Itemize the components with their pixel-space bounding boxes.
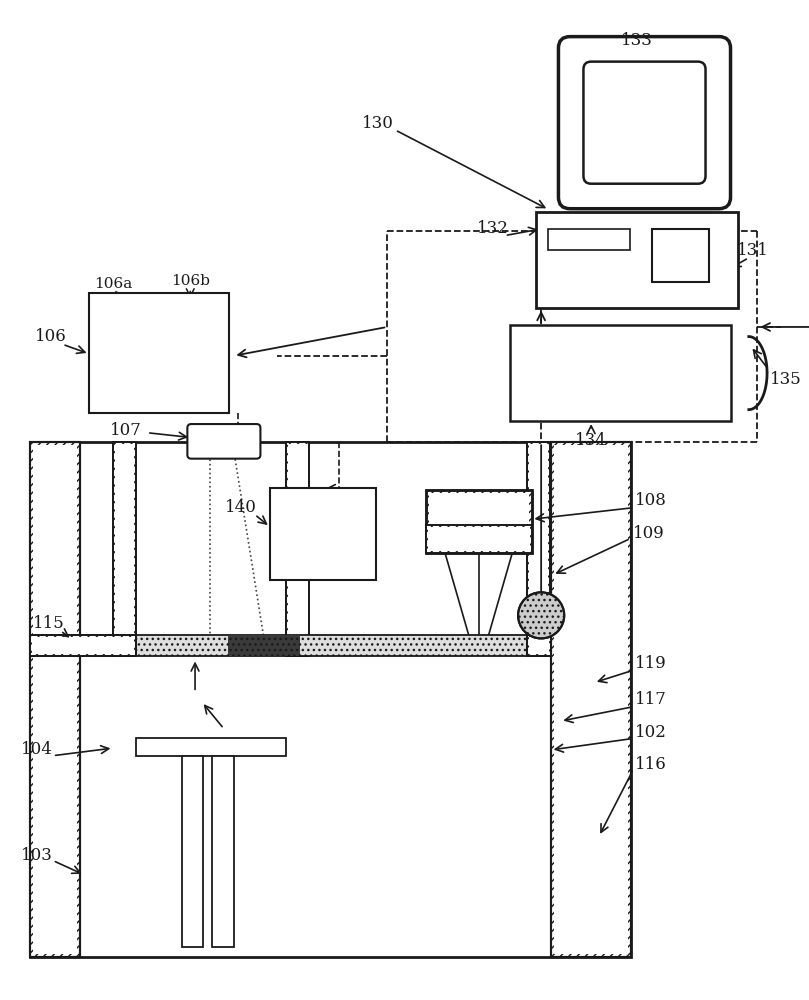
Bar [32,637,134,654]
Circle shape [518,592,564,638]
Bar [286,442,310,656]
Text: 109: 109 [633,525,664,542]
Text: 134: 134 [575,432,607,449]
Bar [551,442,630,957]
Text: 140: 140 [225,499,257,516]
Text: 132: 132 [477,220,509,237]
Bar [528,637,549,654]
Bar [181,756,203,947]
Bar [510,325,731,421]
Bar [30,635,137,656]
Bar [652,229,709,282]
Bar [528,444,548,654]
Bar [426,525,532,553]
Bar [32,445,77,954]
Bar [113,442,137,656]
Bar [270,488,376,580]
Text: 130: 130 [362,115,394,132]
Text: 104: 104 [20,741,53,758]
FancyBboxPatch shape [558,37,731,209]
FancyBboxPatch shape [583,62,705,184]
Bar [30,635,137,656]
Bar [548,229,629,250]
Text: 119: 119 [635,655,667,672]
Bar [553,445,628,954]
Text: 117: 117 [635,691,667,708]
Text: 131: 131 [737,242,769,259]
Text: 135: 135 [770,371,802,388]
Text: 106b: 106b [171,274,210,288]
Bar [527,635,551,656]
Text: 133: 133 [621,32,653,49]
Bar [212,756,234,947]
Bar [286,442,310,656]
Bar [429,493,528,550]
Text: 102: 102 [635,724,667,741]
Bar [30,442,630,957]
Text: 116: 116 [635,756,667,773]
Bar [426,490,532,553]
Bar [527,442,550,656]
Bar [228,635,300,656]
Bar [115,444,134,654]
Bar [30,442,80,957]
Text: 106a: 106a [94,277,133,291]
Bar [113,442,137,656]
Bar [527,635,551,656]
Text: 115: 115 [33,615,65,632]
Text: 106: 106 [35,328,66,345]
Bar [30,442,80,957]
Bar [89,293,229,413]
Bar [428,527,530,551]
Bar [536,212,739,308]
Bar [551,442,630,957]
Bar [137,635,527,656]
Text: 107: 107 [110,422,142,439]
Bar [137,738,286,756]
Bar [527,442,550,656]
Bar [288,444,307,654]
FancyBboxPatch shape [188,424,260,459]
Bar [426,525,532,553]
Text: 108: 108 [635,492,667,509]
Bar [426,490,532,553]
Text: 103: 103 [20,847,53,864]
